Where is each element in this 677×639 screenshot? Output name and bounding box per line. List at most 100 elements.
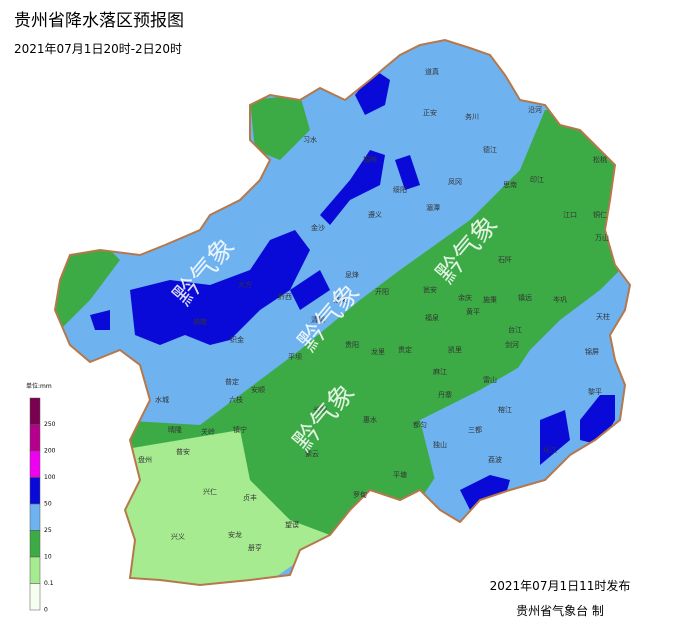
place-label: 天柱 [596, 312, 610, 321]
place-label: 丹寨 [438, 390, 452, 399]
place-label: 习水 [303, 135, 317, 144]
place-label: 兴仁 [203, 487, 217, 496]
place-label: 独山 [433, 440, 447, 449]
place-label: 江口 [563, 211, 577, 219]
place-label: 龙里 [371, 347, 385, 356]
legend: 250 200 100 50 25 10 0.1 0 [29, 397, 56, 614]
legend-tick: 100 [44, 474, 56, 481]
place-label: 水城 [155, 395, 169, 404]
place-label: 黎平 [588, 387, 602, 396]
place-label: 大方 [238, 280, 252, 289]
legend-tick: 50 [44, 501, 52, 508]
area-10-25 [250, 95, 310, 160]
place-label: 织金 [230, 335, 244, 344]
place-label: 盘州 [138, 455, 152, 464]
legend-swatch [29, 556, 41, 584]
place-label: 务川 [465, 112, 479, 121]
place-label: 锦屏 [585, 347, 599, 356]
place-label: 关岭 [201, 427, 215, 436]
place-label: 福泉 [425, 313, 439, 322]
legend-swatch [29, 530, 41, 558]
place-label: 思南 [503, 180, 517, 189]
place-label: 望谟 [285, 520, 299, 529]
province-border [53, 38, 632, 587]
place-label: 长顺 [313, 405, 327, 414]
place-label: 安顺 [251, 385, 265, 394]
place-label: 麻江 [433, 367, 447, 376]
legend-tick: 200 [44, 448, 56, 455]
place-label: 台江 [508, 325, 522, 334]
legend-unit: 单位:mm [26, 382, 52, 390]
place-label: 六枝 [229, 395, 243, 404]
place-label: 雷山 [483, 375, 497, 384]
place-label: 修文 [333, 295, 347, 304]
place-label: 德江 [483, 145, 497, 154]
place-label: 遵义 [368, 210, 382, 219]
place-label: 兴义 [171, 532, 185, 541]
place-label: 湄潭 [426, 203, 440, 212]
place-label: 息烽 [345, 270, 359, 279]
place-label: 惠水 [363, 415, 377, 424]
place-label: 清镇 [311, 315, 325, 324]
place-label: 桐梓 [363, 155, 377, 164]
place-label: 黔西 [278, 292, 292, 301]
legend-swatch [29, 450, 41, 478]
place-label: 晴隆 [168, 425, 182, 434]
place-label: 贞丰 [243, 493, 257, 502]
place-label: 普安 [176, 447, 190, 456]
place-label: 平坝 [288, 352, 302, 361]
place-label: 三都 [468, 426, 482, 434]
place-label: 平塘 [393, 470, 407, 479]
place-label: 罗甸 [353, 490, 367, 499]
place-label: 都匀 [413, 420, 427, 429]
place-label: 凤冈 [448, 178, 462, 186]
place-label: 纳雍 [193, 317, 207, 326]
place-label: 贵阳 [345, 340, 359, 349]
place-label: 铜仁 [593, 210, 607, 219]
place-label: 从江 [543, 446, 557, 454]
legend-tick: 250 [44, 421, 56, 428]
place-label: 黄平 [466, 307, 480, 316]
place-label: 绥阳 [393, 185, 407, 194]
place-label: 道真 [425, 67, 439, 76]
place-label: 镇远 [518, 293, 532, 302]
map-title: 贵州省降水落区预报图 [14, 11, 184, 31]
place-label: 榕江 [498, 405, 512, 414]
area-0-10 [110, 430, 330, 585]
place-label: 凯里 [448, 345, 462, 354]
legend-swatch [29, 424, 41, 452]
area-10-25 [115, 110, 630, 570]
area-50-100 [90, 70, 615, 515]
place-label: 册亨 [248, 543, 262, 552]
place-label: 施秉 [483, 295, 497, 304]
legend-swatch [29, 397, 41, 425]
place-label: 镇宁 [233, 425, 247, 434]
place-label: 岑巩 [553, 295, 567, 304]
issue-time: 2021年07月1日11时发布 [490, 578, 631, 593]
legend-tick: 0.1 [44, 580, 54, 587]
legend-tick: 0 [44, 607, 48, 614]
place-label: 余庆 [458, 293, 472, 302]
legend-tick: 10 [44, 554, 52, 561]
legend-swatch [29, 503, 41, 531]
legend-swatch [29, 477, 41, 505]
place-label: 贵定 [398, 345, 412, 354]
place-label: 荔波 [488, 455, 502, 464]
place-label: 普定 [225, 377, 239, 386]
place-label: 沿河 [528, 105, 542, 114]
place-label: 开阳 [375, 287, 389, 296]
legend-tick: 25 [44, 527, 52, 534]
place-label: 石阡 [498, 255, 512, 264]
place-label: 万山 [595, 233, 609, 242]
place-label: 瓮安 [423, 285, 437, 294]
place-label: 剑河 [505, 340, 519, 349]
place-label: 安龙 [228, 530, 242, 539]
place-label: 印江 [530, 176, 544, 184]
place-label: 松桃 [593, 155, 607, 164]
legend-swatch [29, 583, 41, 611]
place-label: 金沙 [311, 223, 325, 232]
place-label: 正安 [423, 108, 437, 117]
issuer: 贵州省气象台 制 [516, 603, 604, 618]
